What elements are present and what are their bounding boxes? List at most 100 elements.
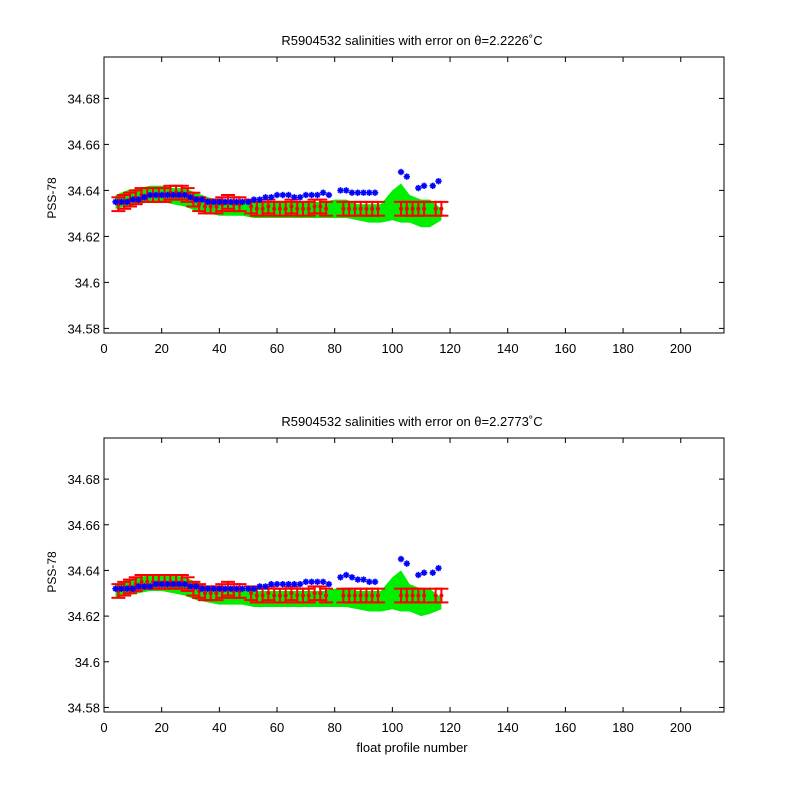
- bottom-calibrated-errorbar: [122, 578, 137, 595]
- bottom-raw-salinity-point: [415, 571, 422, 579]
- top-calibrated-point: [422, 206, 427, 211]
- bottom-ytick-label: 34.64: [67, 563, 100, 578]
- top-raw-salinity-point: [291, 194, 298, 201]
- top-raw-salinity-point: [239, 198, 246, 206]
- bottom-error-band: [115, 570, 442, 617]
- bottom-calibrated-point: [202, 591, 207, 596]
- top-raw-salinity-point: [302, 191, 310, 199]
- top-xtick-label: 60: [270, 341, 284, 356]
- bottom-xtick-label: 120: [439, 720, 461, 735]
- top-calibrated-point: [352, 206, 357, 211]
- top-raw-salinity-point: [371, 189, 379, 196]
- top-raw-salinity-point: [152, 191, 160, 199]
- bottom-raw-salinity-point: [112, 585, 119, 592]
- bottom-calibrated-point: [404, 593, 409, 598]
- bottom-calibrated-point: [341, 593, 346, 598]
- bottom-raw-salinity-point: [435, 564, 442, 572]
- top-ytick-label: 34.68: [67, 91, 100, 106]
- bottom-raw-salinity-point: [360, 576, 367, 583]
- bottom-ytick-label: 34.66: [67, 518, 100, 533]
- top-xtick-label: 140: [497, 341, 519, 356]
- bottom-calibrated-point: [312, 591, 317, 596]
- top-calibrated-point: [312, 204, 317, 209]
- bottom-calibrated-point: [295, 593, 300, 598]
- top-raw-salinity-point: [256, 196, 263, 203]
- top-raw-salinity-point: [181, 191, 188, 199]
- bottom-xtick-label: 60: [270, 720, 284, 735]
- top-calibrated-point: [202, 204, 207, 209]
- top-raw-salinity-point: [118, 198, 125, 206]
- bottom-calibrated-point: [283, 593, 288, 598]
- bottom-raw-salinity-point: [337, 574, 344, 581]
- bottom-xtick-label: 160: [555, 720, 577, 735]
- top-raw-salinity-point: [216, 198, 223, 206]
- top-calibrated-point: [249, 204, 254, 209]
- bottom-calibrated-errorbar: [319, 587, 334, 604]
- top-xtick-label: 160: [555, 341, 577, 356]
- top-raw-salinity-point: [158, 191, 165, 199]
- top-raw-salinity-point: [415, 184, 422, 192]
- top-raw-salinity-point: [435, 178, 442, 185]
- bottom-raw-salinity-point: [354, 576, 361, 583]
- bottom-calibrated-point: [422, 593, 427, 598]
- bottom-calibrated-point: [289, 591, 294, 596]
- top-raw-salinity-point: [262, 194, 269, 201]
- top-xtick-label: 0: [100, 341, 107, 356]
- bottom-xtick-label: 80: [327, 720, 341, 735]
- top-calibrated-point: [272, 206, 277, 211]
- bottom-raw-salinity-point: [141, 583, 148, 590]
- top-ytick-label: 34.6: [75, 275, 100, 290]
- bottom-xtick-label: 40: [212, 720, 226, 735]
- bottom-calibrated-point: [416, 593, 421, 598]
- bottom-calibrated-point: [306, 593, 311, 598]
- top-chart-ylabel: PSS-78: [45, 177, 59, 219]
- top-calibrated-point: [277, 206, 282, 211]
- top-raw-salinity-point: [337, 187, 344, 194]
- bottom-raw-salinity-point: [221, 585, 229, 592]
- top-calibrated-errorbar: [370, 200, 385, 217]
- bottom-raw-salinity-point: [198, 585, 206, 592]
- top-raw-salinity-point: [135, 196, 142, 203]
- bottom-raw-salinity-point: [181, 580, 188, 588]
- top-raw-salinity-point: [308, 191, 315, 199]
- top-raw-salinity-point: [268, 194, 275, 201]
- bottom-raw-salinity-point: [348, 574, 356, 581]
- top-calibrated-point: [289, 204, 294, 209]
- top-raw-salinity-point: [397, 168, 405, 176]
- bottom-calibrated-point: [347, 593, 352, 598]
- top-calibrated-point: [324, 206, 329, 211]
- top-calibrated-point: [416, 206, 421, 211]
- bottom-calibrated-point: [254, 593, 259, 598]
- top-raw-salinity-point: [285, 191, 292, 199]
- top-calibrated-errorbar: [319, 200, 334, 217]
- top-raw-salinity-point: [366, 189, 373, 196]
- bottom-chart-plot-area: 0 20 40 60 80 100 120 140 160 180 200 34.58 34.6 34.6…: [67, 437, 725, 735]
- top-calibrated-point: [439, 206, 444, 211]
- top-raw-salinity-point: [112, 198, 119, 206]
- bottom-chart-title: R5904532 salinities with error on θ=2.27…: [281, 414, 542, 429]
- top-calibrated-point: [370, 206, 375, 211]
- bottom-raw-salinity-point: [204, 585, 212, 592]
- bottom-raw-salinity-point: [279, 580, 286, 588]
- top-raw-salinity-point: [141, 194, 148, 201]
- bottom-ytick-label: 34.58: [67, 700, 100, 715]
- bottom-raw-salinity-point: [268, 580, 275, 588]
- bottom-raw-salinity-point: [227, 585, 235, 592]
- top-raw-salinity-point: [123, 198, 131, 206]
- bottom-raw-salinity-point: [343, 571, 350, 579]
- bottom-raw-salinity-point: [273, 580, 281, 588]
- top-raw-salinity-point: [354, 189, 361, 196]
- top-raw-salinity-point: [193, 196, 200, 203]
- top-ytick-label: 34.62: [67, 229, 100, 244]
- top-calibrated-errorbar: [417, 200, 432, 217]
- top-raw-salinity-point: [244, 198, 252, 206]
- bottom-calibrated-point: [410, 593, 415, 598]
- top-raw-salinity-point: [227, 198, 235, 206]
- bottom-raw-salinity-point: [118, 585, 125, 592]
- top-calibrated-errorbar: [434, 200, 449, 217]
- top-raw-salinity-point: [175, 191, 183, 199]
- bottom-raw-salinity-point: [397, 555, 405, 563]
- top-raw-salinity-point: [429, 182, 436, 189]
- bottom-chart-panel: R5904532 salinities with error on θ=2.27…: [45, 414, 725, 755]
